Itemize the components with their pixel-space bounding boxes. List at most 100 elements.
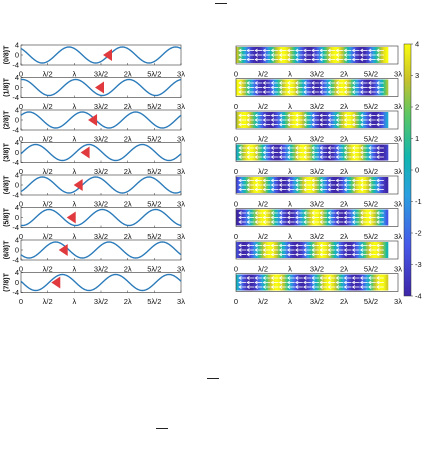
x-tick-label: 0	[234, 70, 238, 79]
field-cell	[384, 209, 387, 226]
wave-line	[20, 273, 182, 292]
wave-panel-7: 40-4(7/8)T0 λ/2 λ 3λ/2 2λ 5λ/2 3λ	[4, 268, 186, 306]
x-tick-label: 5λ/2	[147, 232, 161, 241]
field-panel-4: 0 λ/2 λ 3λ/2 2λ 5λ/2 3λ	[234, 175, 402, 209]
x-tick-label: 2λ	[340, 167, 348, 176]
field-axes-box	[235, 208, 399, 227]
x-tick-label: 3λ/2	[310, 265, 324, 274]
position-marker	[103, 49, 112, 61]
field-cell	[269, 209, 272, 226]
x-tick-label: 3λ/2	[310, 70, 324, 79]
x-tick-label: 2λ	[124, 297, 132, 306]
colorbar-tick-label: 1	[415, 134, 419, 143]
field-cell	[350, 112, 353, 128]
panel-label: (1/8)T	[4, 77, 11, 96]
position-marker	[73, 179, 83, 191]
position-marker	[88, 114, 98, 126]
x-tick-label: 2λ	[340, 135, 348, 144]
position-marker	[66, 211, 76, 224]
field-cell	[261, 144, 264, 161]
x-tick-label: 3λ	[177, 102, 185, 111]
x-tick-label: 5λ/2	[147, 200, 161, 209]
x-tick-label: λ/2	[43, 167, 53, 176]
x-tick-label: 2λ	[340, 102, 348, 111]
x-tick-label: 2λ	[124, 200, 132, 209]
x-tick-label: λ	[72, 232, 76, 241]
x-tick-label: 3λ	[177, 200, 185, 209]
x-tick-label: λ	[288, 200, 292, 209]
y-tick-label: 4	[15, 268, 19, 277]
wave-axes-box	[20, 142, 182, 163]
x-tick-label: 3λ	[394, 102, 402, 111]
x-tick-label: 3λ/2	[94, 135, 108, 144]
x-tick-label: 3λ/2	[310, 200, 324, 209]
field-axes-box	[235, 273, 399, 292]
field-cell	[342, 209, 345, 226]
y-tick-label: -4	[12, 158, 19, 167]
x-tick-label: 3λ	[394, 297, 402, 306]
field-cell	[350, 177, 353, 193]
x-tick-label: λ/2	[258, 200, 268, 209]
field-cell	[342, 144, 345, 161]
field-cell	[350, 47, 353, 63]
stray-dash-top	[215, 3, 227, 4]
wave-panel-4: 40-4(4/8)T0 λ/2 λ 3λ/2 2λ 5λ/2 3λ	[4, 171, 186, 209]
x-tick-label: 3λ/2	[310, 135, 324, 144]
field-cell	[261, 209, 264, 226]
x-tick-label: λ	[288, 167, 292, 176]
position-marker	[95, 81, 104, 94]
field-cell	[342, 177, 345, 193]
colorbar-tick-label: -1	[415, 197, 422, 206]
x-tick-label: 5λ/2	[364, 135, 378, 144]
x-tick-label: 3λ	[177, 167, 185, 176]
x-tick-label: 5λ/2	[364, 167, 378, 176]
x-tick-label: λ	[72, 167, 76, 176]
x-tick-label: 0	[19, 200, 23, 209]
y-tick-label: -4	[12, 288, 19, 297]
colorbar-tick-label: -2	[415, 229, 422, 238]
field-cell	[384, 177, 387, 193]
x-tick-label: 5λ/2	[147, 70, 161, 79]
wave-line	[20, 143, 182, 162]
x-tick-label: 3λ/2	[94, 297, 108, 306]
position-marker	[80, 146, 90, 159]
x-tick-label: 2λ	[124, 102, 132, 111]
x-tick-label: λ	[72, 297, 76, 306]
field-cell	[384, 274, 387, 291]
colorbar-tick-label: 2	[415, 103, 419, 112]
colorbar-fill	[403, 43, 412, 297]
x-tick-label: 0	[19, 265, 23, 274]
field-cell	[310, 209, 313, 226]
x-tick-label: λ	[72, 135, 76, 144]
x-tick-label: 3λ	[177, 265, 185, 274]
panel-label: (7/8)T	[4, 272, 11, 291]
field-cell	[382, 209, 385, 226]
x-tick-label: 5λ/2	[364, 200, 378, 209]
field-cell	[310, 79, 313, 96]
x-tick-label: 0	[19, 70, 23, 79]
x-tick-label: λ	[288, 102, 292, 111]
field-cell	[310, 177, 313, 193]
x-tick-label: λ	[72, 102, 76, 111]
y-tick-label: 4	[15, 203, 19, 212]
x-tick-label: 5λ/2	[364, 70, 378, 79]
x-tick-label: λ/2	[258, 265, 268, 274]
wave-line	[20, 46, 182, 64]
x-tick-label: 0	[234, 167, 238, 176]
field-cell	[269, 144, 272, 161]
field-cell	[269, 242, 272, 258]
field-cell	[301, 242, 304, 258]
y-tick-label: -4	[12, 191, 19, 200]
x-tick-label: λ/2	[258, 232, 268, 241]
field-cell	[261, 112, 264, 128]
field-cell	[310, 242, 313, 258]
x-tick-label: 0	[234, 102, 238, 111]
field-cell	[342, 79, 345, 96]
field-cell	[382, 79, 385, 96]
x-tick-label: 5λ/2	[364, 232, 378, 241]
x-tick-label: 5λ/2	[364, 297, 378, 306]
field-cell	[269, 79, 272, 96]
x-tick-label: λ	[72, 265, 76, 274]
field-cell	[301, 144, 304, 161]
